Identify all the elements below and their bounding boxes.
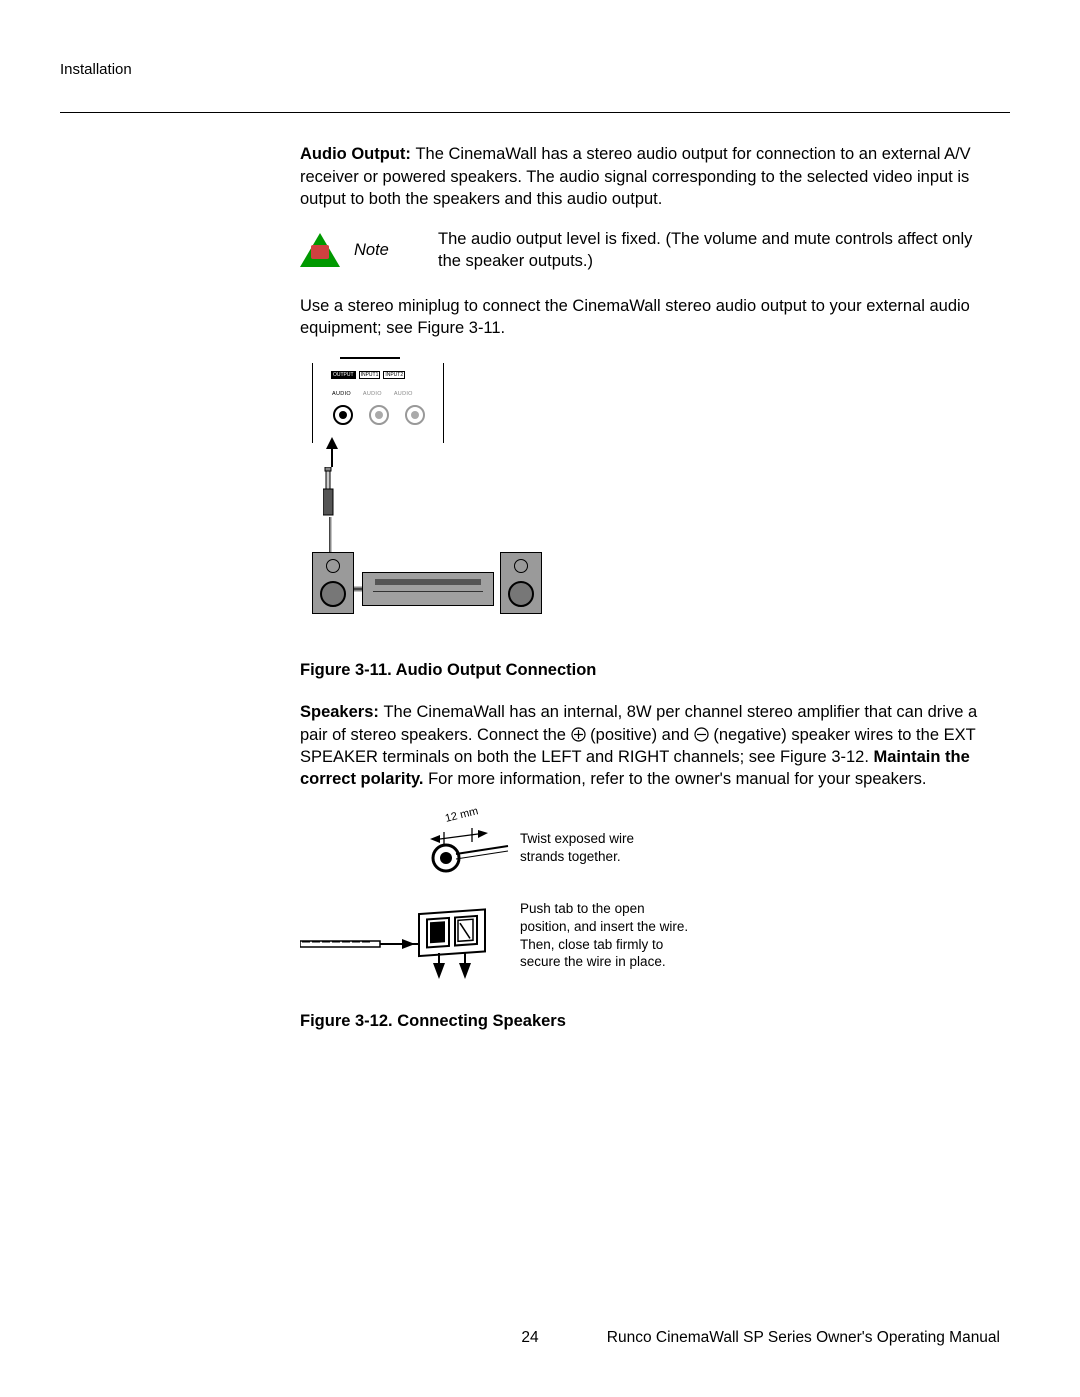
plus-circle-icon (571, 727, 586, 742)
panel-tab-input2: INPUT2 (383, 371, 405, 379)
speakers-paragraph: Speakers: The CinemaWall has an internal… (300, 701, 990, 790)
miniplug-paragraph: Use a stereo miniplug to connect the Cin… (300, 295, 990, 340)
figure-3-12-caption: Figure 3-12. Connecting Speakers (300, 1010, 990, 1032)
note-text: The audio output level is fixed. (The vo… (438, 228, 990, 273)
instruction-twist: Twist exposed wire strands together. (520, 830, 660, 865)
audio-output-label: Audio Output: (300, 145, 415, 163)
note-label: Note (354, 239, 424, 261)
warning-triangle-icon (300, 233, 340, 267)
arrow-down-icon (324, 437, 344, 467)
panel-tab-input1: INPUT1 (359, 371, 381, 379)
audio-label-2: AUDIO (363, 391, 382, 398)
length-label: 12 mm (444, 805, 480, 828)
wire-strip-icon (420, 828, 510, 878)
audio-jack-output-icon (333, 405, 353, 425)
panel-tab-output: OUTPUT (331, 371, 356, 379)
speakers-text-b: (positive) and (586, 726, 694, 744)
wire-insert-icon (300, 933, 420, 963)
audio-output-paragraph: Audio Output: The CinemaWall has a stere… (300, 143, 990, 210)
audio-jack-input1-icon (369, 405, 389, 425)
audio-jack-input2-icon (405, 405, 425, 425)
audio-label-3: AUDIO (394, 391, 413, 398)
instruction-push-tab: Push tab to the open position, and inser… (520, 900, 690, 970)
section-header: Installation (60, 60, 1000, 80)
audio-label-1: AUDIO (332, 391, 351, 398)
speaker-right-icon (500, 552, 542, 614)
figure-3-11: OUTPUT INPUT1 INPUT2 AUDIO AUDIO AUDIO (300, 357, 990, 647)
page-number: 24 (521, 1328, 538, 1349)
miniplug-icon (323, 467, 335, 517)
minus-circle-icon (694, 727, 709, 742)
speakers-label: Speakers: (300, 703, 383, 721)
speaker-left-icon (312, 552, 354, 614)
speakers-text-d: For more information, refer to the owner… (423, 770, 926, 788)
note-block: Note The audio output level is fixed. (T… (300, 228, 990, 273)
header-divider (60, 112, 1010, 113)
footer-manual-title: Runco CinemaWall SP Series Owner's Opera… (607, 1328, 1000, 1349)
figure-3-12: 12 mm Twist exposed wire strands togethe… (300, 808, 990, 998)
av-receiver-icon (362, 572, 494, 606)
page-footer: 24 Runco CinemaWall SP Series Owner's Op… (60, 1328, 1000, 1349)
figure-3-11-caption: Figure 3-11. Audio Output Connection (300, 659, 990, 681)
